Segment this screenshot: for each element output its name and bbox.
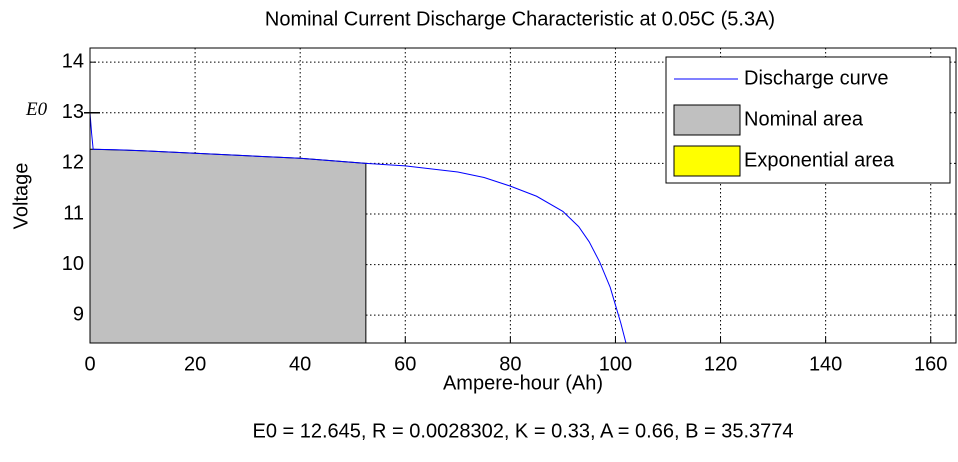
legend: Discharge curve Nominal area Exponential a… bbox=[665, 56, 951, 184]
axes-frame bbox=[89, 47, 957, 344]
y-tick-label: 13 bbox=[62, 101, 84, 123]
x-tick-label: 60 bbox=[394, 353, 416, 375]
x-tick-label: 140 bbox=[809, 353, 842, 375]
nominal-area bbox=[89, 148, 367, 344]
x-tick-label: 80 bbox=[499, 353, 521, 375]
x-tick-label: 160 bbox=[914, 353, 947, 375]
legend-swatch bbox=[673, 104, 741, 136]
y-tick-label: 14 bbox=[62, 50, 84, 72]
y-axis-label: Voltage bbox=[10, 163, 32, 230]
x-tick-label: 100 bbox=[599, 353, 632, 375]
legend-label: Nominal area bbox=[744, 108, 864, 130]
chart-title: Nominal Current Discharge Characteristic… bbox=[265, 8, 775, 30]
y-tick-label: 12 bbox=[62, 152, 84, 174]
discharge-curve bbox=[89, 112, 627, 344]
x-tick-label: 40 bbox=[289, 353, 311, 375]
y-tick-label: 9 bbox=[73, 303, 84, 325]
x-tick-label: 20 bbox=[184, 353, 206, 375]
y-tick-label: 10 bbox=[62, 253, 84, 275]
e0-label: E0 bbox=[25, 99, 48, 120]
x-axis-label: Ampere-hour (Ah) bbox=[443, 372, 603, 394]
legend-swatch bbox=[673, 145, 741, 177]
x-tick-label: 120 bbox=[704, 353, 737, 375]
legend-label: Exponential area bbox=[744, 149, 895, 171]
caption: E0 = 12.645, R = 0.0028302, K = 0.33, A … bbox=[253, 420, 794, 442]
x-tick-label: 0 bbox=[84, 353, 95, 375]
legend-label: Discharge curve bbox=[744, 67, 889, 89]
y-tick-label: 11 bbox=[63, 202, 84, 224]
